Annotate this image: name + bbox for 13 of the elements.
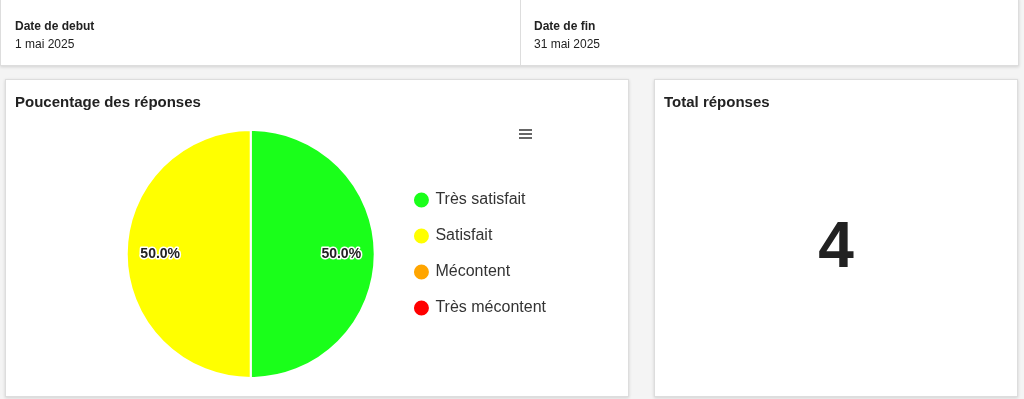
text: Date de debut	[15, 19, 95, 33]
legend-label: Mécontent	[435, 262, 511, 280]
legend-label: Très satisfait	[435, 190, 527, 208]
text: 4	[817, 208, 855, 282]
text: Date de fin	[534, 19, 596, 33]
data-label: 50.0%	[140, 244, 181, 261]
data-label: 50.0%	[321, 244, 362, 261]
legend-label: Satisfait	[435, 226, 493, 244]
chart-title: Poucentage des réponses	[15, 93, 201, 110]
legend-label: Très mécontent	[435, 298, 547, 316]
text: 31 mai 2025	[534, 37, 601, 51]
text: 1 mai 2025	[15, 37, 75, 51]
text: Total réponses	[664, 93, 770, 110]
